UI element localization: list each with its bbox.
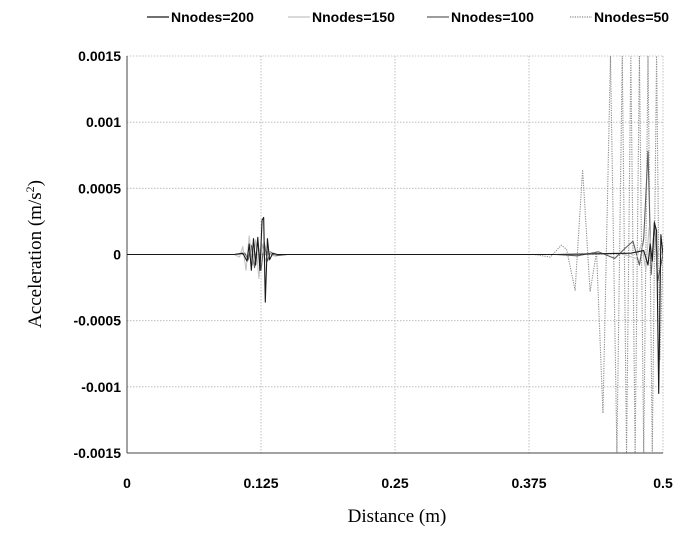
legend-label-nnodes-100: Nnodes=100 — [451, 9, 534, 25]
y-tick-label: 0.001 — [86, 114, 121, 130]
y-axis-title-superscript: 2 — [23, 186, 37, 192]
legend-label-nnodes-200: Nnodes=200 — [171, 9, 254, 25]
y-axis-title-text: Acceleration (m/s — [25, 192, 46, 328]
x-axis-title: Distance (m) — [348, 506, 447, 527]
legend: Nnodes=200 Nnodes=150 Nnodes=100 Nnodes=50 — [147, 9, 669, 25]
y-tick-label: -0.0015 — [74, 445, 122, 461]
x-tick-label: 0.375 — [511, 475, 546, 491]
legend-label-nnodes-150: Nnodes=150 — [312, 9, 395, 25]
x-tick-label: 0.25 — [381, 475, 408, 491]
y-tick-label: -0.001 — [81, 379, 121, 395]
y-tick-label: -0.0005 — [74, 313, 122, 329]
x-tick-label: 0.125 — [243, 475, 278, 491]
series-lines — [127, 56, 663, 453]
y-tick-label: 0 — [113, 247, 121, 263]
y-tick-label: 0.0005 — [78, 180, 121, 196]
series-line-nnodes-200 — [127, 216, 663, 394]
y-axis-title: Acceleration (m/s2) — [23, 180, 46, 328]
y-tick-label: 0.0015 — [78, 48, 121, 64]
series-line-nnodes-150 — [127, 227, 663, 279]
y-axis-title-suffix: ) — [25, 180, 46, 186]
x-tick-label: 0 — [123, 475, 131, 491]
x-tick-label: 0.5 — [653, 475, 673, 491]
legend-label-nnodes-50: Nnodes=50 — [594, 9, 669, 25]
